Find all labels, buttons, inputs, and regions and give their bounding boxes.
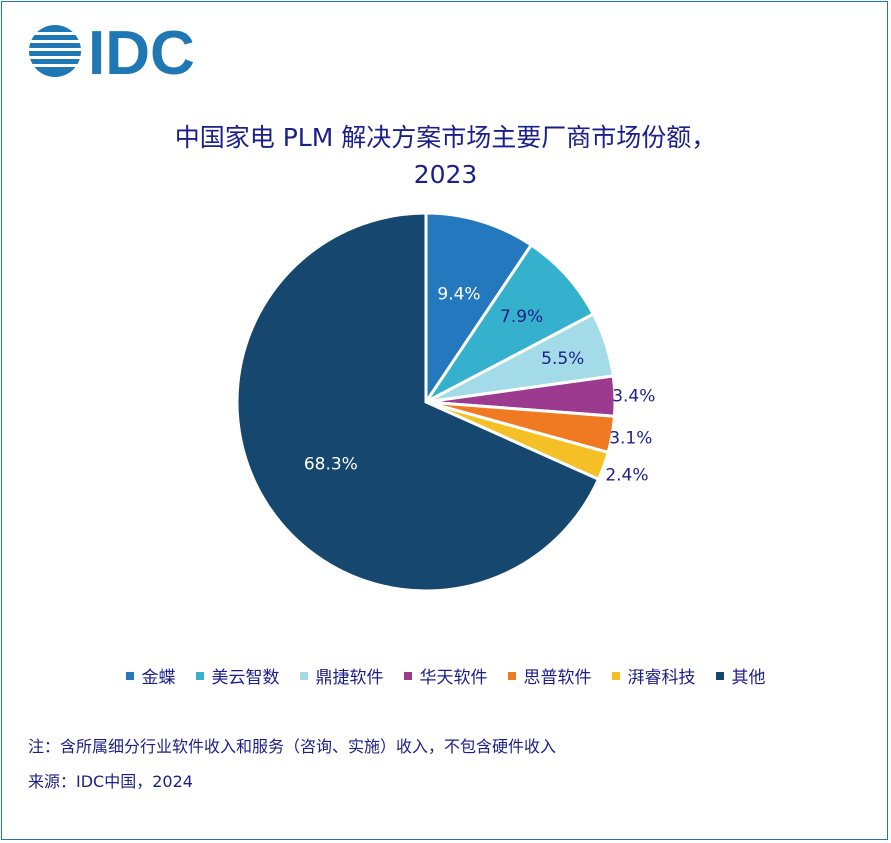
legend-swatch: [299, 671, 308, 680]
slice-data-label: 3.1%: [609, 429, 652, 449]
globe-icon: [28, 25, 84, 77]
legend-swatch: [403, 671, 412, 680]
legend-swatch: [125, 671, 134, 680]
slice-data-label: 3.4%: [612, 386, 655, 406]
legend-item: 思普软件: [507, 663, 592, 688]
slice-data-label: 5.5%: [541, 349, 584, 369]
chart-title-line1: 中国家电 PLM 解决方案市场主要厂商市场份额，: [174, 123, 717, 152]
pie-slice: [424, 242, 596, 404]
legend-item: 金蝶: [125, 663, 176, 688]
legend-swatch: [195, 671, 204, 680]
legend-item: 湃睿科技: [611, 663, 696, 688]
legend-label: 湃睿科技: [627, 668, 696, 688]
legend-item: 华天软件: [403, 663, 488, 688]
legend-label: 其他: [731, 668, 766, 688]
legend-label: 华天软件: [419, 668, 488, 688]
pie-slice: [424, 211, 534, 407]
legend-swatch: [715, 671, 724, 680]
chart-title-line2: 2023: [413, 160, 478, 189]
logo-text: IDC: [88, 22, 195, 80]
legend-item: 鼎捷软件: [299, 663, 384, 688]
pie-slice: [235, 211, 601, 593]
footnote: 注：含所属细分行业软件收入和服务（咨询、实施）收入，不包含硬件收入: [28, 737, 557, 756]
legend-label: 思普软件: [523, 668, 592, 688]
legend-label: 鼎捷软件: [315, 668, 384, 688]
legend-label: 美云智数: [211, 668, 280, 688]
legend-item: 美云智数: [195, 663, 280, 688]
legend-swatch: [507, 671, 516, 680]
slice-data-label: 68.3%: [304, 455, 358, 475]
legend-label: 金蝶: [141, 668, 176, 688]
chart-legend: 金蝶 美云智数 鼎捷软件 华天软件 思普软件 湃睿科技 其他: [0, 663, 891, 688]
slice-data-label: 2.4%: [605, 465, 648, 485]
legend-swatch: [611, 671, 620, 680]
source-note: 来源：IDC中国，2024: [28, 772, 193, 791]
idc-logo: IDC: [28, 22, 195, 80]
slice-data-label: 7.9%: [500, 307, 543, 327]
legend-item: 其他: [715, 663, 766, 688]
slice-data-label: 9.4%: [437, 285, 480, 305]
